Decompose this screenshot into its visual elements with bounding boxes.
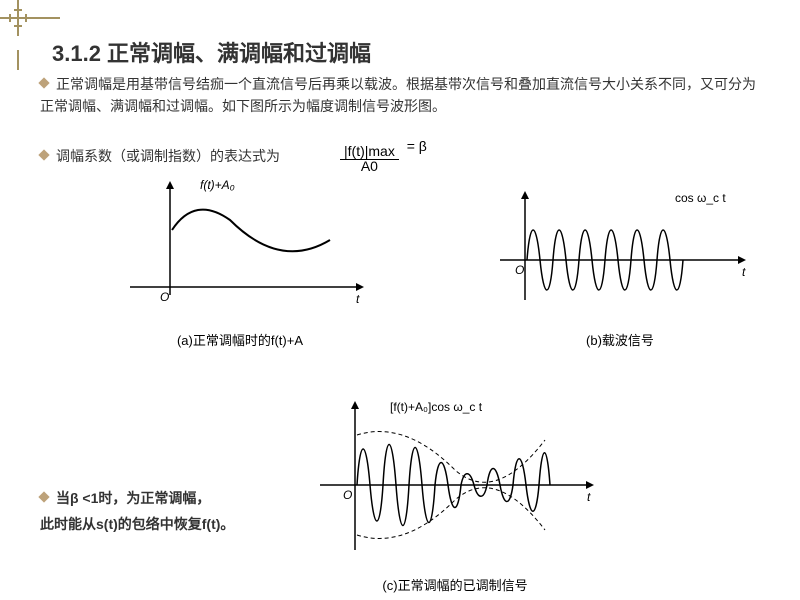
diagram-b-caption: (b)载波信号 <box>480 330 760 349</box>
dia-c-ylabel: [f(t)+A₀]cos ω_c t <box>390 400 483 414</box>
section-title: 3.1.2 正常调幅、满调幅和过调幅 <box>52 36 371 68</box>
diagram-c-caption: (c)正常调幅的已调制信号 <box>295 575 615 594</box>
para2-text: 调幅系数（或调制指数）的表达式为 <box>56 148 280 164</box>
diagram-c: [f(t)+A₀]cos ω_c t O t (c)正常调幅的已调制信号 <box>295 395 615 594</box>
dia-b-origin: O <box>515 263 524 277</box>
diagram-b: cos ω_c t O t (b)载波信号 <box>480 180 760 349</box>
modulation-index-formula: |f(t)|max A0 = β <box>340 138 427 175</box>
formula-equals: = β <box>407 138 427 154</box>
paragraph-1: 正常调幅是用基带信号结痂一个直流信号后再乘以载波。根据基带次信号和叠加直流信号大… <box>40 74 760 117</box>
diagram-a-caption: (a)正常调幅时的f(t)+A <box>100 330 380 349</box>
diagram-a: f(t)+A₀ O t (a)正常调幅时的f(t)+A <box>100 175 380 349</box>
bullet-icon <box>38 77 49 88</box>
dia-c-xlabel: t <box>587 490 591 504</box>
diagram-b-svg: cos ω_c t O t <box>480 180 760 325</box>
para3-l1: 当β <1时，为正常调幅， <box>56 490 210 506</box>
dia-a-origin: O <box>160 290 169 304</box>
formula-denominator: A0 <box>357 158 382 174</box>
diagram-c-svg: [f(t)+A₀]cos ω_c t O t <box>295 395 615 570</box>
paragraph-2: 调幅系数（或调制指数）的表达式为 <box>40 146 280 168</box>
dia-b-xlabel: t <box>742 265 746 279</box>
dia-a-xlabel: t <box>356 292 360 306</box>
bullet-icon <box>38 491 49 502</box>
paragraph-3-line2: 此时能从s(t)的包络中恢复f(t)。 <box>40 514 234 536</box>
dia-c-origin: O <box>343 488 352 502</box>
diagram-a-svg: f(t)+A₀ O t <box>100 175 380 325</box>
paragraph-3-line1: 当β <1时，为正常调幅， <box>40 488 210 510</box>
dia-a-ylabel: f(t)+A₀ <box>200 178 235 192</box>
para3-l2: 此时能从s(t)的包络中恢复f(t)。 <box>40 516 234 532</box>
para1-text: 正常调幅是用基带信号结痂一个直流信号后再乘以载波。根据基带次信号和叠加直流信号大… <box>40 76 756 114</box>
dia-b-ylabel: cos ω_c t <box>675 191 726 205</box>
bullet-icon <box>38 149 49 160</box>
